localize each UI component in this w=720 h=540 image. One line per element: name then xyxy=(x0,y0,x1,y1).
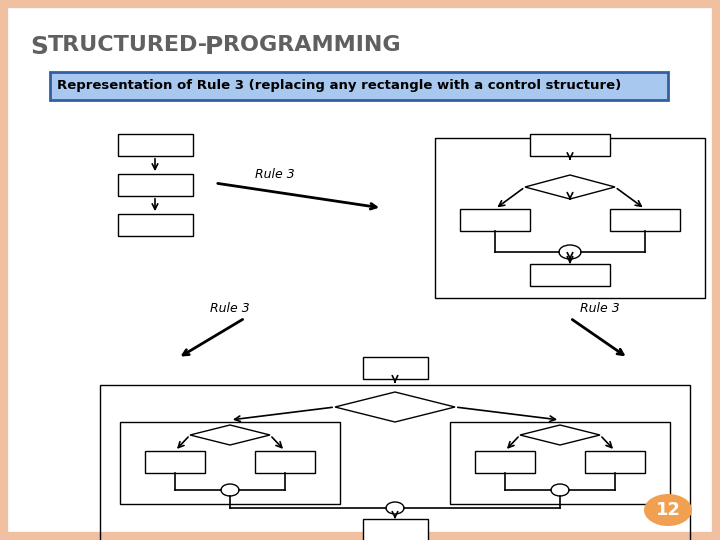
Bar xyxy=(117,134,192,156)
Polygon shape xyxy=(525,175,615,199)
Text: Rule 3: Rule 3 xyxy=(210,302,250,315)
Polygon shape xyxy=(190,425,270,445)
Text: TRUCTURED-: TRUCTURED- xyxy=(48,35,208,55)
Bar xyxy=(530,264,610,286)
Bar xyxy=(460,209,530,231)
Bar xyxy=(117,214,192,236)
Text: P: P xyxy=(205,35,223,59)
Bar xyxy=(255,451,315,473)
Bar xyxy=(50,72,668,100)
Ellipse shape xyxy=(644,494,692,526)
Bar xyxy=(362,519,428,540)
Bar xyxy=(585,451,645,473)
Text: 12: 12 xyxy=(655,501,680,519)
Text: Representation of Rule 3 (replacing any rectangle with a control structure): Representation of Rule 3 (replacing any … xyxy=(57,79,621,92)
Polygon shape xyxy=(335,392,455,422)
Ellipse shape xyxy=(551,484,569,496)
Bar xyxy=(610,209,680,231)
Ellipse shape xyxy=(386,502,404,514)
Bar xyxy=(475,451,535,473)
Bar xyxy=(120,422,340,504)
Bar xyxy=(362,357,428,379)
Text: Rule 3: Rule 3 xyxy=(580,302,620,315)
Bar xyxy=(450,422,670,504)
Text: ROGRAMMING: ROGRAMMING xyxy=(223,35,400,55)
Bar xyxy=(530,134,610,156)
Bar xyxy=(435,138,705,298)
Ellipse shape xyxy=(221,484,239,496)
Bar xyxy=(145,451,205,473)
Text: Rule 3: Rule 3 xyxy=(255,168,294,181)
Text: S: S xyxy=(30,35,48,59)
Bar xyxy=(117,174,192,196)
Polygon shape xyxy=(520,425,600,445)
Ellipse shape xyxy=(559,245,581,259)
Bar xyxy=(100,385,690,540)
